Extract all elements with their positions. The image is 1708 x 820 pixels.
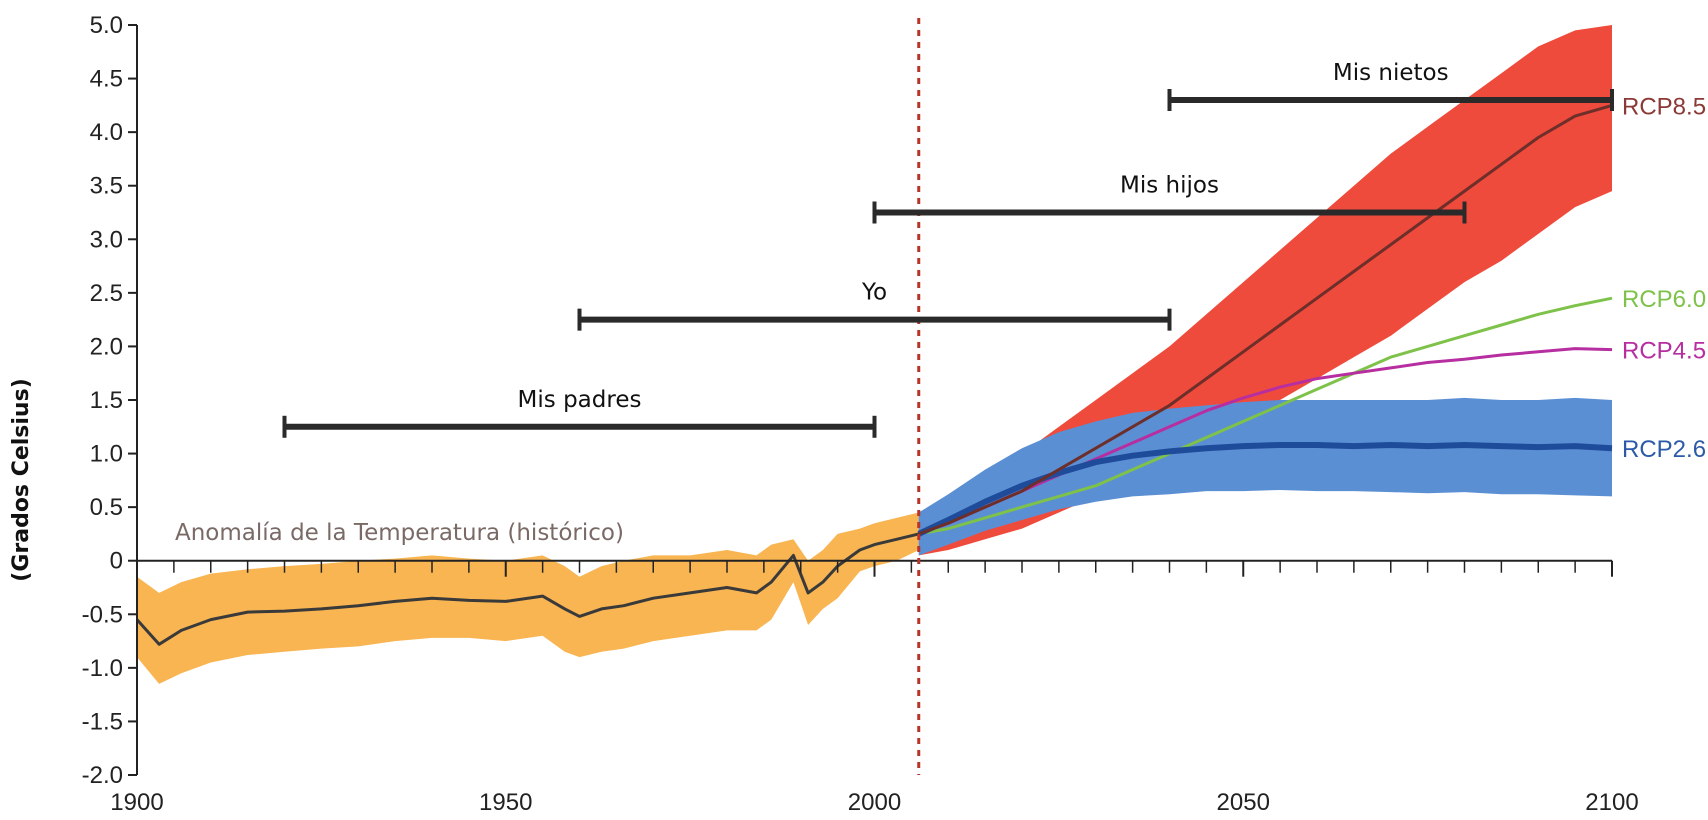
y-tick-label: -0.5	[82, 601, 123, 628]
y-tick-label: -1.0	[82, 655, 123, 682]
lifespan-label: Mis padres	[518, 387, 642, 413]
series-label-rcp60: RCP6.0	[1622, 286, 1706, 313]
historical-label: Anomalía de la Temperatura (histórico)	[175, 520, 624, 546]
series-lines	[135, 103, 1613, 646]
x-tick-label: 2000	[848, 789, 901, 816]
historical-line	[135, 532, 920, 646]
y-tick-label: 5.0	[90, 12, 123, 39]
lifespan-bars: Mis padres Yo Mis hijos Mis nietos	[282, 60, 1614, 438]
y-tick-label: -2.0	[82, 762, 123, 789]
y-tick-label: 2.0	[90, 333, 123, 360]
x-tick-label: 1950	[479, 789, 532, 816]
x-tick-label: 2050	[1217, 789, 1270, 816]
y-tick-label: 1.0	[90, 441, 123, 468]
y-tick-label: 4.5	[90, 66, 123, 93]
series-label-rcp45: RCP4.5	[1622, 338, 1706, 365]
uncertainty-bands	[137, 25, 1612, 684]
y-tick-label: 3.0	[90, 226, 123, 253]
lifespan-label: Yo	[861, 280, 887, 306]
y-tick-label: 1.5	[90, 387, 123, 414]
series-label-rcp26: RCP2.6	[1622, 436, 1706, 463]
lifespan-label: Mis nietos	[1333, 60, 1449, 86]
y-tick-label: 3.5	[90, 173, 123, 200]
y-tick-label: 0.5	[90, 494, 123, 521]
line-rcp85	[918, 103, 1613, 536]
y-tick-label: 4.0	[90, 119, 123, 146]
lifespan-label: Mis hijos	[1120, 173, 1219, 199]
series-label-rcp85: RCP8.5	[1622, 93, 1706, 120]
band-rcp26	[918, 397, 1612, 556]
x-tick-label: 1900	[110, 789, 163, 816]
line-rcp60	[918, 296, 1613, 536]
series-labels: RCP8.5 RCP6.0 RCP4.5 RCP2.6	[1622, 93, 1706, 463]
axes: 5.0 4.5 4.0 3.5 3.0 2.5 2.0 1.5 1.0 0.5 0 -0.5 -1.0 -…	[82, 12, 1639, 816]
x-tick-label: 2100	[1585, 789, 1638, 816]
y-axis-label: (Grados Celsius)	[9, 378, 34, 581]
line-rcp26	[917, 442, 1613, 537]
y-tick-label: 2.5	[90, 280, 123, 307]
y-tick-label: 0	[110, 548, 123, 575]
y-tick-label: -1.5	[82, 708, 123, 735]
